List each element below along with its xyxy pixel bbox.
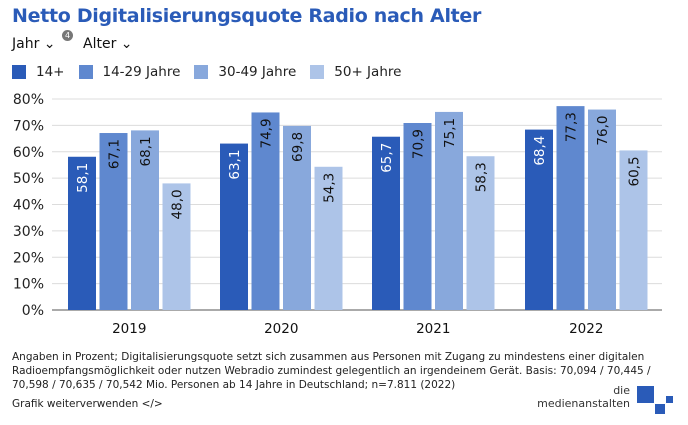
- data-label: 74,9: [259, 118, 275, 148]
- y-tick-label: 0%: [22, 303, 44, 319]
- data-label: 58,3: [474, 162, 490, 192]
- bar: [588, 109, 616, 310]
- footnote: Angaben in Prozent; Digitalisierungsquot…: [12, 351, 651, 391]
- y-tick-label: 30%: [13, 224, 44, 240]
- bar-chart: 0% 10% 20% 30% 40% 50% 60% 70% 80% 58,1 67,1 68,1 48…: [13, 92, 662, 337]
- data-label: 67,1: [107, 139, 123, 169]
- data-label: 76,0: [595, 116, 611, 146]
- data-label: 63,1: [227, 150, 243, 180]
- bar: [162, 183, 191, 310]
- bar: [435, 111, 463, 310]
- y-tick-label: 40%: [13, 198, 44, 214]
- bar: [556, 106, 585, 310]
- data-label: 70,9: [411, 129, 427, 159]
- legend-item[interactable]: 30-49 Jahre: [194, 64, 296, 80]
- data-label: 77,3: [564, 112, 580, 142]
- bar: [619, 150, 648, 310]
- data-label: 60,5: [627, 156, 643, 186]
- legend-swatch: [78, 65, 93, 79]
- chevron-down-icon: ⌄: [43, 36, 56, 52]
- x-tick-label: 2022: [569, 321, 603, 337]
- bar: [466, 156, 495, 310]
- legend-item[interactable]: 14-29 Jahre: [78, 64, 181, 80]
- data-label: 68,1: [138, 136, 154, 166]
- chart-title: Netto Digitalisierungsquote Radio nach A…: [12, 5, 482, 27]
- legend-label: 14+: [36, 64, 65, 80]
- logo-square: [666, 396, 673, 403]
- chevron-down-icon: ⌄: [120, 36, 133, 52]
- logo-square: [637, 386, 654, 403]
- data-label: 69,8: [290, 132, 306, 162]
- x-tick-label: 2019: [112, 321, 146, 337]
- logo-line1: die: [613, 384, 630, 397]
- bar: [403, 123, 432, 310]
- data-label: 65,7: [379, 143, 395, 173]
- y-tick-label: 10%: [13, 277, 44, 293]
- legend: 14+ 14-29 Jahre 30-49 Jahre 50+ Jahre: [12, 64, 401, 80]
- bar: [131, 130, 159, 310]
- bar: [525, 129, 553, 310]
- legend-swatch: [12, 65, 26, 79]
- legend-item[interactable]: 14+: [12, 64, 65, 80]
- filter-jahr-label: Jahr: [12, 36, 40, 52]
- legend-label: 14-29 Jahre: [102, 64, 181, 80]
- x-tick-label: 2020: [264, 321, 298, 337]
- reuse-graphic-link[interactable]: Grafik weiterverwenden </>: [12, 398, 163, 410]
- legend-item[interactable]: 50+ Jahre: [310, 64, 401, 80]
- filter-jahr[interactable]: Jahr ⌄: [12, 36, 56, 52]
- x-tick-label: 2021: [416, 321, 450, 337]
- y-tick-label: 70%: [13, 118, 44, 134]
- data-label: 48,0: [170, 189, 186, 219]
- logo-line2: medienanstalten: [537, 397, 630, 410]
- y-tick-label: 80%: [13, 92, 44, 108]
- filter-count-badge: 4: [62, 30, 73, 41]
- bar: [314, 166, 343, 310]
- logo: die medienanstalten: [537, 384, 630, 410]
- data-label: 58,1: [75, 163, 91, 193]
- data-label: 75,1: [442, 118, 458, 148]
- y-tick-label: 60%: [13, 145, 44, 161]
- bar: [220, 143, 248, 310]
- bar: [68, 156, 96, 310]
- legend-label: 50+ Jahre: [334, 64, 402, 80]
- bar: [283, 125, 311, 310]
- bar: [251, 112, 280, 310]
- filter-alter-label: Alter: [83, 36, 117, 52]
- y-tick-label: 20%: [13, 250, 44, 266]
- data-label: 68,4: [532, 136, 548, 166]
- legend-swatch: [194, 65, 209, 79]
- bar: [99, 133, 128, 310]
- legend-label: 30-49 Jahre: [218, 64, 297, 80]
- y-tick-label: 50%: [13, 171, 44, 187]
- bar: [372, 136, 400, 310]
- data-label: 54,3: [322, 173, 338, 203]
- filter-alter[interactable]: Alter ⌄: [83, 36, 133, 52]
- logo-square: [655, 404, 665, 414]
- legend-swatch: [310, 65, 325, 79]
